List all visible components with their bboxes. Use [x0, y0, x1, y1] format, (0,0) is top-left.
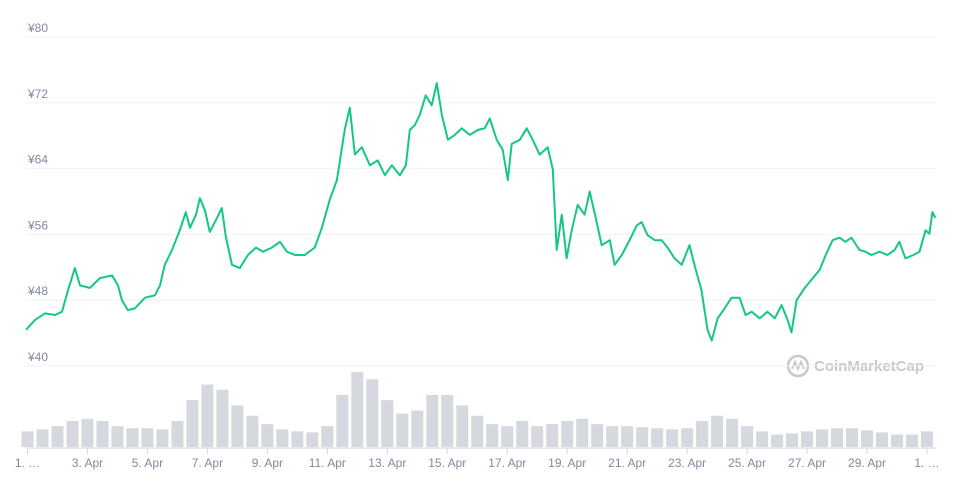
y-tick-label: ¥56	[27, 218, 48, 232]
x-tick-label: 27. Apr	[788, 456, 826, 470]
volume-bar	[111, 426, 124, 447]
volume-bar	[186, 400, 199, 447]
x-tick-label: 5. Apr	[132, 456, 163, 470]
volume-bar	[171, 420, 184, 447]
volume-bar	[381, 400, 394, 447]
volume-bar	[396, 413, 409, 447]
volume-bar	[606, 426, 619, 447]
volume-bar	[726, 418, 739, 447]
volume-bar	[681, 428, 694, 447]
volume-bar	[666, 429, 679, 447]
x-tick-label: 19. Apr	[548, 456, 586, 470]
volume-bar	[651, 428, 664, 447]
volume-bar	[141, 428, 154, 447]
x-tick-label: 3. Apr	[72, 456, 103, 470]
volume-bar	[261, 424, 274, 447]
y-tick-label: ¥40	[27, 350, 48, 364]
volume-bar	[711, 415, 724, 447]
volume-bar	[486, 424, 499, 447]
x-tick-label: 17. Apr	[488, 456, 526, 470]
x-tick-label: 9. Apr	[252, 456, 283, 470]
x-tick-label: 1. …	[914, 456, 939, 470]
volume-bar	[276, 429, 289, 447]
volume-bar	[201, 384, 214, 447]
volume-bar	[471, 415, 484, 447]
volume-bar	[51, 426, 64, 447]
x-tick-label: 23. Apr	[668, 456, 706, 470]
volume-bar	[636, 427, 649, 447]
volume-bar	[351, 372, 364, 447]
volume-bar	[831, 428, 844, 447]
x-tick-label: 25. Apr	[728, 456, 766, 470]
x-tick-label: 15. Apr	[428, 456, 466, 470]
volume-bar	[96, 420, 109, 447]
volume-bar	[591, 424, 604, 447]
volume-bar	[801, 431, 814, 447]
x-tick-label: 7. Apr	[192, 456, 223, 470]
y-tick-label: ¥64	[27, 153, 48, 167]
volume-bar	[216, 389, 229, 447]
volume-bar	[696, 420, 709, 447]
volume-bar	[891, 434, 904, 447]
x-tick-label: 13. Apr	[368, 456, 406, 470]
volume-bar	[291, 431, 304, 447]
volume-bar	[921, 431, 934, 447]
volume-bar	[906, 434, 919, 447]
volume-bar	[876, 432, 889, 447]
volume-bar	[126, 428, 139, 447]
volume-bar	[411, 410, 424, 447]
volume-bar	[861, 430, 874, 447]
volume-bar	[576, 418, 589, 447]
volume-bar	[306, 432, 319, 447]
volume-bar	[336, 394, 349, 447]
volume-bar	[426, 394, 439, 447]
volume-bar	[366, 379, 379, 447]
volume-bar	[621, 426, 634, 447]
volume-bar	[516, 420, 529, 447]
volume-bar	[786, 433, 799, 447]
volume-bar	[546, 424, 559, 447]
y-tick-label: ¥80	[27, 21, 48, 35]
volume-bar	[246, 415, 259, 447]
x-tick-label: 1. …	[15, 456, 40, 470]
volume-bar	[561, 420, 574, 447]
volume-bar	[846, 428, 859, 447]
watermark-logo-mark	[791, 359, 805, 372]
y-tick-label: ¥72	[27, 87, 48, 101]
volume-bar	[531, 426, 544, 447]
volume-bar	[36, 429, 49, 447]
volume-bar	[321, 426, 334, 447]
price-line	[25, 82, 937, 342]
volume-bar	[741, 426, 754, 447]
volume-bar	[21, 431, 34, 447]
volume-bar	[456, 405, 469, 447]
y-tick-label: ¥48	[27, 284, 48, 298]
volume-bar	[771, 434, 784, 447]
volume-bar	[816, 429, 829, 447]
volume-bar	[756, 431, 769, 447]
volume-bar	[501, 426, 514, 447]
volume-bar	[81, 418, 94, 447]
volume-bar	[156, 429, 169, 447]
x-tick-label: 21. Apr	[608, 456, 646, 470]
volume-bar	[66, 420, 79, 447]
volume-bar	[441, 394, 454, 447]
volume-bar	[231, 405, 244, 447]
x-tick-label: 11. Apr	[309, 456, 346, 470]
x-tick-label: 29. Apr	[848, 456, 886, 470]
